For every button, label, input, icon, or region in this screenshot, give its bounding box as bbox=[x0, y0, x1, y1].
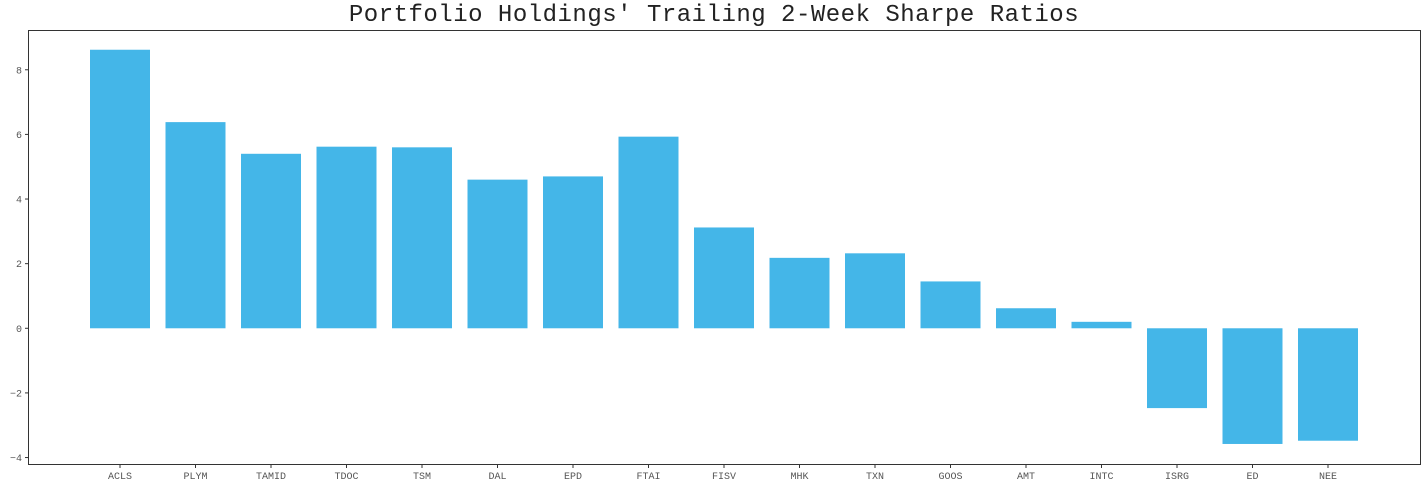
bar-goos bbox=[920, 281, 981, 329]
x-tick-label: TDOC bbox=[334, 472, 358, 483]
x-tick-label: TAMID bbox=[256, 472, 286, 483]
bar-isrg bbox=[1147, 328, 1207, 409]
bar-mhk bbox=[769, 257, 830, 329]
x-tick-label: DAL bbox=[488, 472, 506, 483]
bar-tamid bbox=[241, 153, 301, 329]
bar-nee bbox=[1298, 328, 1358, 441]
bar-amt bbox=[996, 308, 1056, 329]
bar-intc bbox=[1071, 321, 1132, 329]
x-tick-label: AMT bbox=[1017, 472, 1035, 483]
x-tick-label: TXN bbox=[866, 472, 884, 483]
bar-fisv bbox=[694, 227, 754, 329]
y-tick-label: −2 bbox=[10, 389, 22, 400]
x-tick-label: INTC bbox=[1089, 472, 1113, 483]
bar-ftai bbox=[618, 136, 679, 329]
x-tick-label: ISRG bbox=[1165, 472, 1189, 483]
bar-epd bbox=[543, 176, 603, 329]
bar-ed bbox=[1222, 328, 1283, 444]
bar-tsm bbox=[392, 147, 452, 329]
x-tick-label: ACLS bbox=[108, 472, 132, 483]
y-tick-label: 4 bbox=[16, 196, 22, 207]
x-tick-label: PLYM bbox=[183, 472, 207, 483]
x-tick-label: MHK bbox=[790, 472, 808, 483]
y-tick-label: 6 bbox=[16, 131, 22, 142]
bar-dal bbox=[467, 179, 528, 329]
y-tick-label: 2 bbox=[16, 260, 22, 271]
x-tick-label: GOOS bbox=[938, 472, 962, 483]
y-tick-label: −4 bbox=[10, 454, 22, 465]
bar-acls bbox=[90, 49, 150, 329]
x-tick-label: FTAI bbox=[636, 472, 660, 483]
y-tick-label: 8 bbox=[16, 66, 22, 77]
x-tick-label: NEE bbox=[1319, 472, 1337, 483]
x-tick-label: EPD bbox=[564, 472, 582, 483]
chart-title: Portfolio Holdings' Trailing 2-Week Shar… bbox=[348, 2, 1080, 29]
bar-tdoc bbox=[316, 146, 377, 329]
bar-plym bbox=[165, 122, 226, 329]
y-tick-label: 0 bbox=[16, 325, 22, 336]
x-tick-label: TSM bbox=[413, 472, 431, 483]
bar-txn bbox=[845, 253, 905, 329]
x-tick-label: FISV bbox=[712, 472, 736, 483]
x-tick-label: ED bbox=[1246, 472, 1258, 483]
